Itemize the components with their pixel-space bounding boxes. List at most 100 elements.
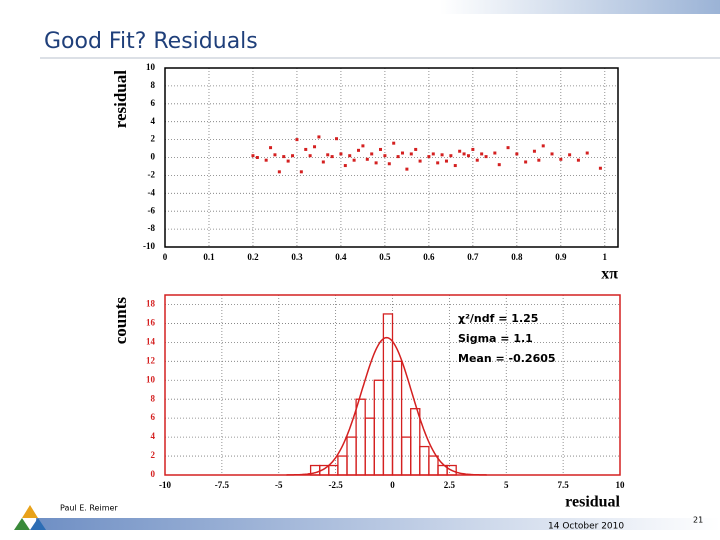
y-tick-label: 4 (151, 431, 156, 441)
point (515, 152, 519, 156)
y-tick-label: 6 (151, 412, 156, 422)
top-band (440, 0, 720, 14)
bar (391, 360, 403, 476)
x-tick-label: 7.5 (558, 480, 570, 490)
x-tick-label: 0.5 (379, 252, 391, 262)
point (471, 147, 475, 151)
x-tick-label: -7.5 (215, 480, 230, 490)
point (462, 152, 466, 156)
point (431, 152, 435, 156)
point (550, 152, 554, 156)
fit-stat: Sigma = 1.1 (458, 332, 533, 345)
point (493, 151, 497, 155)
point (357, 148, 361, 152)
point (282, 155, 286, 159)
point (273, 153, 277, 157)
point (396, 155, 400, 159)
x-tick-label: -10 (159, 480, 171, 490)
point (453, 164, 457, 168)
point (383, 154, 387, 158)
y-tick-label: 16 (146, 317, 156, 327)
point (387, 162, 391, 166)
y-tick-label: 0 (151, 469, 156, 479)
page-number: 21 (693, 516, 703, 525)
x-tick-label: 0.9 (555, 252, 567, 262)
point (339, 152, 343, 156)
x-tick-label: -5 (275, 480, 283, 490)
point (449, 154, 453, 158)
point (585, 151, 589, 155)
x-tick-label: 0 (163, 252, 168, 262)
point (484, 155, 488, 159)
bar (419, 445, 430, 476)
y-tick-label: -8 (148, 223, 156, 233)
point (458, 149, 462, 153)
footer-date: 14 October 2010 (548, 522, 624, 532)
point (409, 152, 413, 156)
y-tick-label: 4 (151, 116, 156, 126)
point (400, 151, 404, 155)
y-tick-label: 6 (151, 98, 156, 108)
bar (328, 464, 339, 476)
point (255, 156, 259, 159)
point (537, 158, 541, 162)
point (480, 152, 484, 156)
point (317, 135, 321, 139)
point (541, 144, 545, 148)
point (506, 146, 510, 150)
point (418, 159, 422, 163)
x-tick-label: 0.7 (467, 252, 479, 262)
point (352, 158, 356, 162)
x-tick-label: 0.1 (203, 252, 215, 262)
point (576, 158, 580, 162)
y-tick-label: -2 (148, 169, 156, 179)
fit-curve (286, 336, 487, 476)
point (348, 154, 352, 158)
point (405, 167, 409, 171)
point (598, 166, 602, 170)
y-tick-label: 8 (151, 393, 156, 403)
y-axis-label: counts (111, 297, 130, 345)
x-tick-label: 2.5 (444, 480, 456, 490)
y-tick-label: -4 (148, 187, 156, 197)
x-tick-label: 0 (390, 480, 395, 490)
y-tick-label: 18 (146, 299, 156, 309)
bottom-band (36, 518, 720, 530)
x-axis-label: residual (565, 494, 620, 511)
point (365, 157, 369, 161)
bar (364, 417, 375, 476)
point (295, 138, 299, 142)
point (370, 152, 374, 156)
plot-frame (164, 67, 619, 248)
y-tick-label: 2 (151, 134, 156, 144)
x-tick-label: 10 (616, 480, 626, 490)
slide-title: Good Fit? Residuals (44, 29, 258, 54)
point (392, 141, 396, 145)
point (436, 161, 440, 165)
point (313, 145, 317, 149)
point (343, 164, 347, 168)
y-tick-label: 8 (151, 80, 156, 90)
y-tick-label: -10 (143, 241, 155, 251)
point (497, 163, 501, 167)
point (330, 155, 334, 159)
fit-stat: Mean = -0.2605 (458, 352, 556, 365)
point (440, 153, 444, 157)
bar (373, 379, 385, 476)
y-axis-label: residual (111, 70, 130, 129)
point (269, 146, 273, 150)
y-tick-label: 12 (146, 355, 156, 365)
point (308, 154, 312, 158)
point (475, 158, 479, 162)
point (277, 170, 281, 174)
y-tick-label: 0 (151, 152, 156, 162)
bar (410, 408, 421, 476)
point (286, 159, 290, 163)
point (568, 153, 572, 157)
x-tick-label: 0.6 (423, 252, 435, 262)
point (335, 137, 339, 141)
point (361, 144, 365, 148)
point (444, 159, 448, 163)
